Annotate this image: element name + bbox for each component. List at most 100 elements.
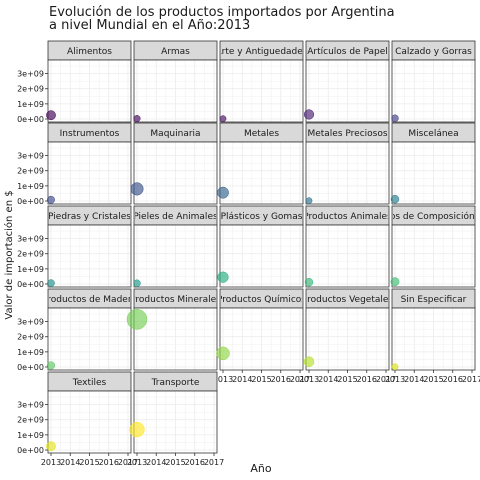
y-tick-label: 1e+09 bbox=[17, 100, 44, 109]
y-tick-label: 1e+09 bbox=[17, 348, 44, 357]
x-tick-label: 2017 bbox=[376, 375, 396, 384]
data-point bbox=[390, 277, 400, 287]
facet-panel: Alimentos 0e+00 1e+09 2e+09 3e+09 bbox=[17, 40, 132, 124]
panel-border bbox=[219, 224, 304, 288]
panel-border bbox=[133, 59, 218, 123]
facet-strip-label: Metales Preciosos bbox=[307, 129, 387, 139]
panel-border bbox=[47, 307, 132, 371]
facet-strip-label: Productos Químicos bbox=[217, 295, 306, 305]
facet-strip-label: Instrumentos bbox=[60, 129, 120, 139]
facet-panel: Metales Preciosos bbox=[305, 122, 390, 205]
facet-panels: Alimentos 0e+00 1e+09 2e+09 3e+09 Armas Arte y… bbox=[17, 40, 480, 467]
y-tick-label: 3e+09 bbox=[17, 318, 44, 327]
y-tick-label: 0e+00 bbox=[17, 280, 44, 289]
panel-border bbox=[391, 224, 476, 288]
facet-strip-label: Productos de Composición Vegetal bbox=[356, 211, 480, 222]
x-tick-label: 2015 bbox=[251, 375, 271, 384]
x-tick-label: 2016 bbox=[271, 375, 291, 384]
data-point bbox=[46, 361, 56, 370]
data-point bbox=[303, 356, 315, 367]
x-tick-label: 2014 bbox=[404, 375, 424, 384]
facet-panel: Productos Animales bbox=[304, 205, 390, 288]
x-tick-label: 2015 bbox=[337, 375, 357, 384]
facet-strip-label: Plásticos y Gomas bbox=[221, 212, 303, 222]
x-tick-label: 2013 bbox=[213, 375, 233, 384]
x-tick-label: 2014 bbox=[60, 458, 80, 467]
x-tick-label: 2013 bbox=[385, 375, 405, 384]
facet-panel: Productos de Madera 0e+00 1e+09 2e+09 3e+09 bbox=[17, 288, 137, 372]
facet-strip-label: Piedras y Cristales bbox=[48, 212, 131, 222]
panel-border bbox=[47, 141, 132, 205]
x-tick-label: 2017 bbox=[290, 375, 310, 384]
facet-strip-label: Sin Especificar bbox=[401, 295, 467, 305]
y-tick-label: 3e+09 bbox=[17, 152, 44, 161]
data-point bbox=[219, 115, 227, 123]
facet-strip-label: Armas bbox=[161, 47, 190, 57]
x-tick-label: 2013 bbox=[299, 375, 319, 384]
y-tick-label: 3e+09 bbox=[17, 235, 44, 244]
x-tick-label: 2014 bbox=[318, 375, 338, 384]
facet-strip-label: Productos de Madera bbox=[42, 295, 137, 305]
facet-strip-label: Productos Vegetales bbox=[302, 295, 394, 305]
x-tick-label: 2016 bbox=[99, 458, 119, 467]
facet-strip-label: Metales bbox=[244, 129, 279, 139]
y-axis-title: Valor de importación en $ bbox=[3, 190, 15, 319]
facet-panel: Miscelánea bbox=[390, 122, 476, 205]
facet-strip-label: Arte y Antiguedades bbox=[216, 47, 308, 57]
facet-panel: Pieles de Animales bbox=[133, 205, 218, 288]
data-point bbox=[46, 441, 56, 452]
data-point bbox=[47, 279, 55, 287]
facet-panel: Instrumentos 0e+00 1e+09 2e+09 3e+09 bbox=[17, 122, 132, 206]
facet-strip-label: Pieles de Animales bbox=[133, 212, 218, 222]
panel-border bbox=[305, 59, 390, 123]
data-point bbox=[46, 110, 56, 121]
y-tick-label: 0e+00 bbox=[17, 363, 44, 372]
facet-panel: Metales bbox=[217, 122, 304, 205]
x-tick-label: 2016 bbox=[443, 375, 463, 384]
panel-border bbox=[133, 141, 218, 205]
x-tick-label: 2015 bbox=[423, 375, 443, 384]
facet-panel: Artículos de Papel bbox=[303, 40, 390, 123]
y-tick-label: 0e+00 bbox=[17, 197, 44, 206]
panel-border bbox=[47, 224, 132, 288]
data-point bbox=[304, 277, 314, 287]
y-tick-label: 2e+09 bbox=[17, 416, 44, 425]
facet-panel: Armas bbox=[133, 40, 218, 123]
panel-border bbox=[219, 141, 304, 205]
facet-panel: Productos Minerales bbox=[126, 288, 221, 371]
x-tick-label: 2015 bbox=[79, 458, 99, 467]
facet-panel: Arte y Antiguedades bbox=[216, 40, 308, 123]
data-point bbox=[126, 309, 148, 330]
chart-title-line: Evolución de los productos importados po… bbox=[49, 5, 395, 20]
data-point bbox=[305, 197, 313, 205]
facet-panel: Plásticos y Gomas bbox=[217, 205, 304, 288]
panel-border bbox=[133, 224, 218, 288]
facet-strip-label: Transporte bbox=[151, 378, 200, 388]
data-point bbox=[390, 194, 400, 204]
facet-panel: Textiles 0e+00 1e+09 2e+09 3e+09 201320142015… bbox=[17, 371, 138, 467]
y-tick-label: 2e+09 bbox=[17, 333, 44, 342]
panel-border bbox=[133, 307, 218, 371]
facet-strip-label: Textiles bbox=[72, 378, 107, 388]
chart-title-line: a nivel Mundial en el Año:2013 bbox=[49, 18, 250, 33]
facet-panel: Maquinaria bbox=[130, 122, 218, 205]
data-point bbox=[133, 279, 141, 287]
facet-strip-label: Miscelánea bbox=[408, 129, 458, 139]
facet-strip-label: Artículos de Papel bbox=[307, 47, 388, 57]
data-point bbox=[391, 363, 399, 371]
y-tick-label: 2e+09 bbox=[17, 250, 44, 259]
data-point bbox=[47, 195, 55, 204]
data-point bbox=[130, 182, 144, 196]
y-tick-label: 2e+09 bbox=[17, 167, 44, 176]
facet-strip-label: Alimentos bbox=[67, 47, 112, 57]
panel-border bbox=[219, 59, 304, 123]
y-tick-label: 3e+09 bbox=[17, 401, 44, 410]
data-point bbox=[216, 346, 230, 361]
facet-strip-label: Maquinaria bbox=[150, 129, 200, 139]
facet-strip-label: Productos Minerales bbox=[130, 295, 221, 305]
